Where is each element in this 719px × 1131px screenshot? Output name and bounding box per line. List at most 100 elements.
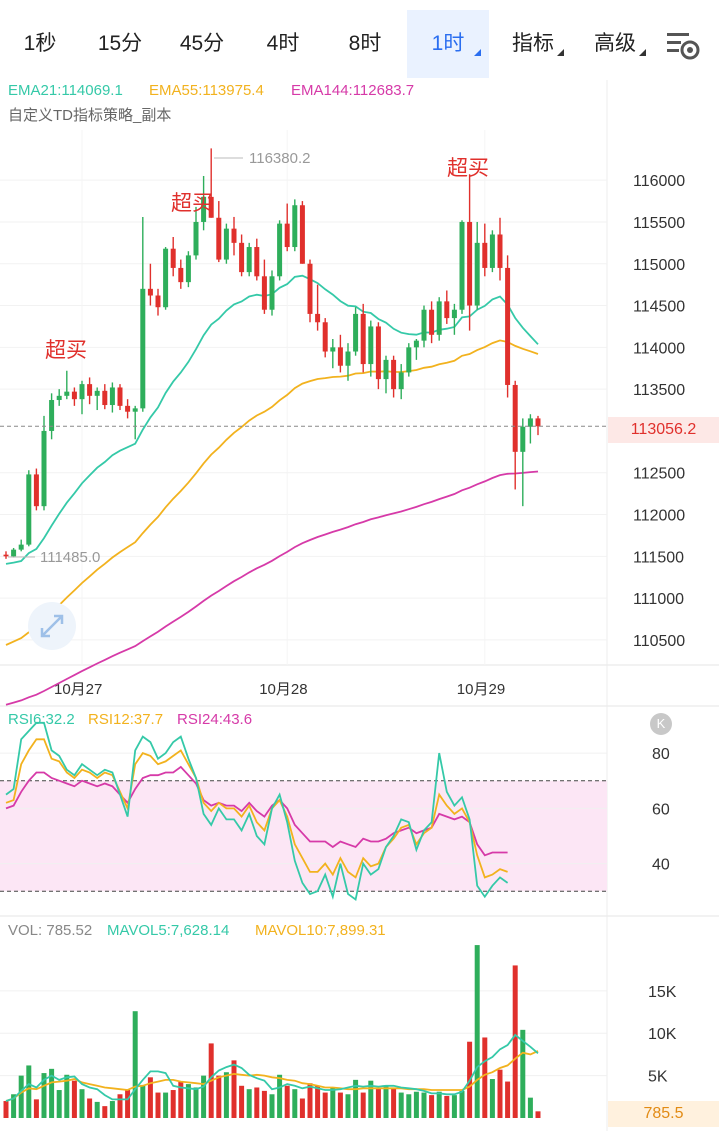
volume-bar bbox=[421, 1092, 427, 1118]
price-tick-label: 114000 bbox=[633, 340, 685, 357]
rsi-tick-label: 80 bbox=[652, 746, 670, 763]
volume-bar bbox=[94, 1101, 100, 1118]
candle-body bbox=[383, 359, 389, 380]
volume-bar bbox=[231, 1060, 237, 1118]
volume-bar bbox=[497, 1069, 503, 1118]
candle-body bbox=[11, 549, 17, 557]
volume-bar bbox=[489, 1079, 495, 1118]
volume-bar bbox=[41, 1073, 47, 1118]
volume-tick-label: 10K bbox=[648, 1026, 677, 1043]
candle bbox=[170, 237, 176, 277]
candle bbox=[18, 539, 24, 552]
price-tick-label: 110500 bbox=[633, 633, 685, 650]
volume-bar bbox=[33, 1099, 39, 1118]
volume-bar bbox=[216, 1075, 222, 1118]
candle-body bbox=[261, 276, 267, 310]
tab-advanced[interactable]: 高级 bbox=[576, 10, 654, 78]
volume-bar bbox=[482, 1037, 488, 1118]
volume-bar bbox=[429, 1095, 435, 1118]
rsi-tick-label: 40 bbox=[652, 857, 670, 874]
candle-body bbox=[223, 228, 229, 260]
price-tick-label: 112500 bbox=[633, 466, 685, 483]
candle-body bbox=[505, 267, 511, 385]
candle bbox=[406, 343, 412, 377]
candle-body bbox=[87, 384, 93, 396]
candle bbox=[467, 174, 473, 331]
price-tick-label: 115500 bbox=[633, 215, 685, 232]
candle bbox=[451, 303, 457, 335]
low-price-label: 111485.0 bbox=[40, 549, 101, 566]
volume-bar bbox=[193, 1087, 199, 1118]
tab-45m[interactable]: 45分 bbox=[179, 32, 225, 55]
volume-bar bbox=[353, 1079, 359, 1118]
candle-body bbox=[155, 295, 161, 308]
candle bbox=[360, 303, 366, 373]
candle bbox=[474, 221, 480, 310]
chart-settings-icon[interactable] bbox=[664, 26, 704, 66]
candle-body bbox=[64, 391, 70, 396]
rsi12-line bbox=[5, 738, 508, 879]
volume-bar bbox=[155, 1092, 161, 1118]
tab-indicators[interactable]: 指标 bbox=[494, 10, 572, 78]
ema21-line bbox=[5, 274, 539, 565]
candle-body bbox=[102, 390, 108, 406]
volume-bar bbox=[178, 1081, 184, 1118]
candle bbox=[497, 217, 503, 281]
candle-body bbox=[216, 217, 222, 260]
candle-body bbox=[520, 426, 526, 452]
volume-bar bbox=[315, 1085, 321, 1118]
candle bbox=[391, 355, 397, 398]
volume-tick-label: 15K bbox=[648, 984, 677, 1001]
candle-body bbox=[239, 242, 245, 273]
candle-body bbox=[459, 221, 465, 310]
candle-body bbox=[269, 276, 275, 310]
candle bbox=[223, 223, 229, 264]
mavol10-line bbox=[5, 1050, 539, 1102]
candle-body bbox=[444, 301, 450, 319]
high-price-label: 116380.2 bbox=[249, 150, 311, 167]
collapse-k-button[interactable]: K bbox=[650, 713, 672, 735]
candle-body bbox=[56, 395, 62, 401]
mavol5-label: MAVOL5:7,628.14 bbox=[107, 922, 230, 939]
tab-15m[interactable]: 15分 bbox=[97, 32, 143, 55]
volume-bar bbox=[87, 1098, 93, 1118]
candle bbox=[330, 338, 336, 369]
volume-bar bbox=[64, 1074, 70, 1118]
candle bbox=[231, 216, 237, 256]
volume-bar bbox=[140, 1084, 146, 1118]
volume-bar bbox=[147, 1077, 153, 1118]
candle-body bbox=[527, 418, 533, 427]
volume-bar bbox=[330, 1087, 336, 1118]
volume-bar bbox=[163, 1092, 169, 1118]
candle bbox=[444, 290, 450, 324]
candle bbox=[277, 220, 283, 281]
candle bbox=[125, 399, 131, 419]
candle-body bbox=[482, 242, 488, 268]
volume-bar bbox=[71, 1080, 77, 1118]
volume-bar bbox=[505, 1081, 511, 1118]
candle bbox=[535, 415, 541, 436]
volume-bar bbox=[474, 945, 480, 1118]
candle-body bbox=[125, 405, 131, 412]
volume-bar bbox=[11, 1094, 17, 1118]
candle bbox=[429, 301, 435, 344]
candle-body bbox=[299, 205, 305, 264]
volume-bar bbox=[49, 1068, 55, 1118]
candle-body bbox=[163, 248, 169, 308]
current-volume-tag: 785.5 bbox=[608, 1101, 719, 1127]
volume-bar bbox=[337, 1092, 343, 1118]
tab-1h[interactable]: 1时 bbox=[407, 10, 489, 78]
candle bbox=[49, 393, 55, 440]
candle bbox=[56, 389, 62, 406]
tab-1s[interactable]: 1秒 bbox=[23, 32, 57, 55]
tab-4h[interactable]: 4时 bbox=[266, 32, 300, 55]
tab-8h[interactable]: 8时 bbox=[348, 32, 382, 55]
candle-body bbox=[330, 347, 336, 352]
candle bbox=[299, 201, 305, 264]
candle-body bbox=[201, 196, 207, 222]
price-tick-label: 115000 bbox=[633, 257, 685, 274]
candle-body bbox=[451, 309, 457, 319]
volume-bar bbox=[375, 1088, 381, 1118]
expand-chart-button[interactable] bbox=[28, 602, 76, 650]
